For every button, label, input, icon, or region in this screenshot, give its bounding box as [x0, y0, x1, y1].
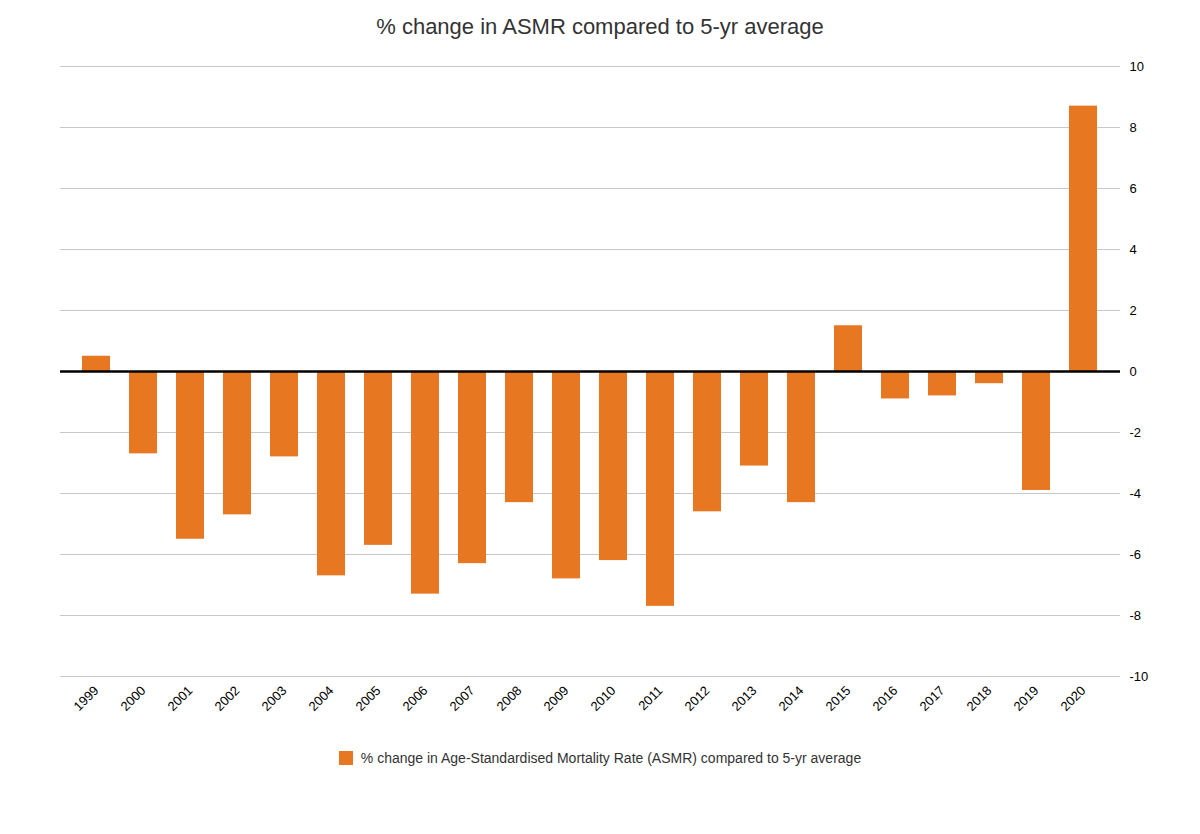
svg-text:2016: 2016: [870, 683, 901, 714]
svg-text:1999: 1999: [71, 683, 102, 714]
svg-text:10: 10: [1130, 59, 1144, 74]
svg-text:2004: 2004: [306, 683, 337, 714]
html-text:% change in Age-Standardised M: % change in Age-Standardised Mortality R…: [360, 750, 862, 766]
svg-text:2008: 2008: [494, 683, 525, 714]
svg-text:4: 4: [1130, 242, 1137, 257]
svg-text:-6: -6: [1130, 547, 1142, 562]
svg-text:2011: 2011: [635, 683, 665, 713]
svg-text:0: 0: [1130, 364, 1137, 379]
svg-text:2014: 2014: [776, 683, 807, 714]
svg-text:2000: 2000: [118, 683, 149, 714]
svg-text:2001: 2001: [165, 683, 196, 714]
svg-text:2002: 2002: [212, 683, 243, 714]
svg-text:2007: 2007: [447, 683, 478, 714]
svg-text:2018: 2018: [964, 683, 995, 714]
svg-text:2010: 2010: [588, 683, 619, 714]
svg-text:2013: 2013: [729, 683, 760, 714]
svg-text:2019: 2019: [1011, 683, 1042, 714]
svg-text:8: 8: [1130, 120, 1137, 135]
svg-text:2009: 2009: [541, 683, 572, 714]
svg-text:2020: 2020: [1058, 683, 1089, 714]
svg-text:2012: 2012: [682, 683, 713, 714]
svg-text:-8: -8: [1130, 608, 1142, 623]
svg-text:6: 6: [1130, 181, 1137, 196]
svg-text:2006: 2006: [400, 683, 431, 714]
svg-text:2: 2: [1130, 303, 1137, 318]
svg-text:-2: -2: [1130, 425, 1142, 440]
svg-text:2015: 2015: [823, 683, 854, 714]
svg-text:-4: -4: [1130, 486, 1142, 501]
svg-text:2017: 2017: [917, 683, 948, 714]
svg-text:2005: 2005: [353, 683, 384, 714]
svg-text:-10: -10: [1130, 669, 1149, 684]
html-text:% change in ASMR compared to 5: % change in ASMR compared to 5-yr averag…: [376, 14, 824, 39]
svg-text:2003: 2003: [259, 683, 290, 714]
